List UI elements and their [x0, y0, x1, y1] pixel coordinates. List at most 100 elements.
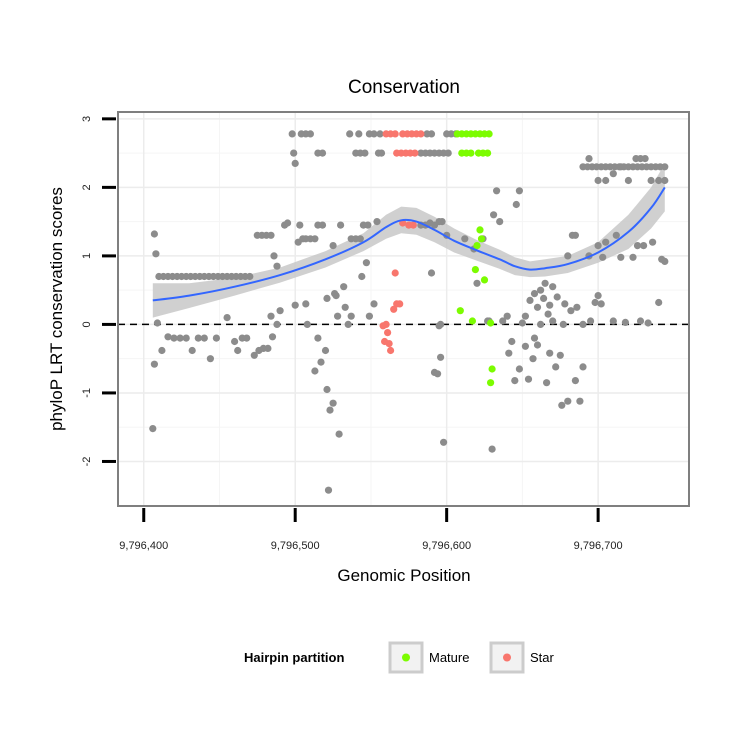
point-other — [544, 310, 552, 318]
legend: Hairpin partition Mature Star — [244, 641, 555, 674]
x-axis-title: Genomic Position — [337, 566, 470, 585]
point-other — [661, 163, 669, 171]
point-other — [335, 430, 343, 438]
point-other — [267, 231, 275, 239]
point-other — [594, 176, 602, 185]
point-other — [362, 259, 370, 267]
y-axis-title: phyloP LRT conservation scores — [47, 187, 66, 431]
point-other — [437, 320, 445, 328]
point-other — [633, 242, 642, 250]
confidence-band — [152, 163, 665, 318]
point-other — [540, 294, 548, 302]
point-star — [387, 346, 395, 355]
point-mature — [468, 317, 476, 325]
point-mature — [488, 365, 496, 373]
point-other — [644, 319, 652, 327]
point-other — [621, 318, 630, 326]
point-other — [612, 231, 620, 239]
point-other — [602, 176, 610, 185]
point-other — [223, 314, 231, 322]
point-other — [288, 130, 296, 138]
x-tick-label: 9,796,600 — [422, 540, 471, 552]
point-mature — [487, 379, 495, 387]
point-other — [571, 231, 580, 239]
point-other — [599, 253, 607, 261]
point-other — [318, 149, 327, 157]
confidence-band-area — [152, 163, 665, 318]
point-star — [417, 130, 425, 138]
point-other — [564, 252, 572, 260]
point-other — [556, 351, 564, 359]
point-other — [164, 333, 172, 341]
point-other — [585, 155, 593, 163]
point-other — [268, 333, 277, 341]
point-other — [521, 312, 530, 320]
point-other — [200, 334, 208, 342]
point-other — [321, 346, 330, 355]
point-other — [370, 130, 378, 138]
point-other — [530, 290, 539, 298]
point-other — [558, 401, 566, 409]
point-other — [329, 242, 337, 250]
point-other — [515, 187, 524, 195]
point-star — [384, 329, 392, 337]
point-other — [324, 486, 333, 494]
point-other — [170, 334, 178, 342]
point-other — [194, 334, 202, 342]
point-other — [496, 218, 504, 226]
point-other — [609, 170, 617, 178]
point-other — [571, 377, 580, 385]
point-other — [546, 301, 554, 309]
point-other — [533, 303, 542, 311]
point-other — [437, 353, 445, 361]
point-other — [524, 375, 533, 383]
point-other — [661, 257, 669, 265]
point-other — [323, 385, 331, 394]
point-other — [543, 379, 551, 387]
point-other — [212, 334, 220, 342]
point-other — [355, 130, 363, 138]
point-other — [640, 242, 648, 250]
point-other — [647, 176, 655, 185]
legend-label-mature: Mature — [429, 650, 469, 665]
point-other — [546, 349, 554, 357]
legend-dot-star — [503, 653, 511, 662]
point-other — [326, 406, 334, 414]
y-axis: -2 -1 0 1 2 3 — [81, 116, 116, 467]
point-other — [423, 130, 431, 138]
point-mature — [485, 130, 493, 138]
point-other — [434, 370, 442, 378]
point-mature — [473, 242, 481, 250]
point-other — [655, 298, 663, 307]
point-other — [461, 235, 469, 243]
point-other — [521, 342, 530, 350]
point-other — [276, 307, 284, 315]
point-other — [553, 293, 561, 301]
chart-title: Conservation — [348, 77, 460, 98]
point-mature — [477, 235, 486, 243]
point-mature — [487, 319, 495, 327]
point-other — [473, 279, 481, 287]
point-other — [273, 262, 281, 270]
point-other — [182, 334, 190, 342]
point-mature — [476, 226, 484, 234]
y-tick-label: -1 — [81, 388, 93, 398]
y-tick-label: -2 — [81, 457, 93, 467]
point-other — [591, 298, 599, 307]
point-other — [629, 253, 637, 261]
point-other — [427, 269, 436, 277]
point-other — [337, 221, 345, 229]
point-other — [329, 399, 337, 407]
point-mature — [456, 307, 464, 315]
point-other — [370, 300, 378, 308]
point-other — [564, 397, 572, 405]
point-other — [273, 320, 281, 328]
point-other — [365, 312, 373, 320]
point-star — [382, 320, 390, 328]
point-other — [306, 130, 314, 138]
point-other — [311, 235, 319, 243]
point-other — [302, 300, 310, 308]
point-other — [206, 355, 214, 363]
point-other — [364, 221, 372, 229]
